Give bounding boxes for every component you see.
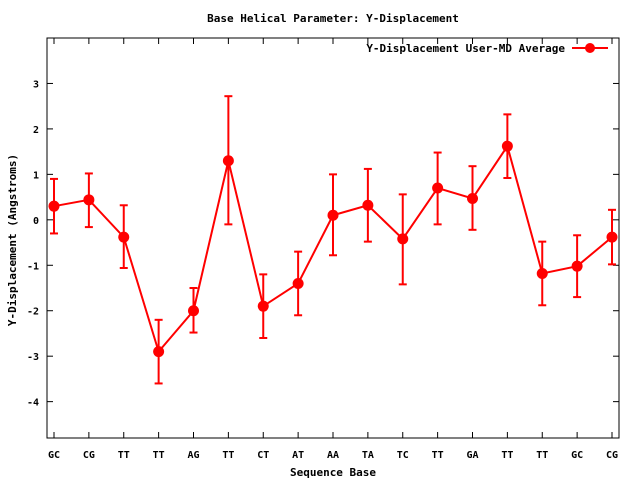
x-tick-label: TT	[153, 450, 165, 461]
data-point	[188, 305, 199, 317]
data-point	[571, 260, 583, 272]
legend: Y-Displacement User-MD Average	[366, 42, 608, 55]
x-tick-label: TT	[222, 450, 234, 461]
data-point	[118, 231, 130, 243]
data-point	[83, 194, 95, 206]
x-tick-label: TT	[536, 450, 548, 461]
chart-title: Base Helical Parameter: Y-Displacement	[207, 12, 459, 25]
x-tick-label: GC	[48, 450, 60, 461]
y-tick-label: 0	[33, 216, 39, 227]
data-point	[327, 209, 339, 221]
y-tick-label: -3	[27, 352, 39, 363]
data-point	[48, 200, 60, 212]
data-point	[222, 155, 234, 167]
data-point	[536, 267, 548, 279]
x-axis-label: Sequence Base	[290, 466, 376, 479]
x-axis: GC CG TT TT AG TT CT AT AA TA TC TT GA TT TT GC CG	[48, 38, 618, 461]
x-tick-label: TT	[501, 450, 513, 461]
y-tick-label: 2	[33, 125, 39, 136]
data-point	[467, 192, 478, 204]
data-point	[397, 233, 409, 245]
y-tick-label: -4	[27, 398, 39, 409]
y-axis-label: Y-Displacement (Angstroms)	[6, 154, 19, 326]
x-tick-label: CG	[606, 450, 618, 461]
x-tick-label: GA	[466, 450, 478, 461]
x-tick-label: TC	[397, 450, 409, 461]
legend-label: Y-Displacement User-MD Average	[366, 42, 565, 55]
data-point	[501, 140, 513, 152]
data-point	[292, 277, 304, 289]
x-tick-label: AG	[187, 450, 199, 461]
x-tick-label: TT	[118, 450, 130, 461]
x-tick-label: TT	[432, 450, 444, 461]
data-point	[257, 300, 269, 312]
series-layer	[48, 95, 618, 385]
x-tick-label: CT	[257, 450, 269, 461]
x-tick-label: AA	[327, 450, 339, 461]
data-point	[362, 199, 374, 211]
data-point	[606, 231, 618, 243]
data-point	[432, 182, 444, 194]
y-tick-label: -1	[27, 261, 39, 272]
x-tick-label: AT	[292, 450, 304, 461]
x-tick-label: CG	[83, 450, 95, 461]
y-tick-label: 3	[33, 79, 39, 90]
data-point	[153, 346, 165, 358]
x-tick-label: GC	[571, 450, 583, 461]
y-tick-label: -2	[27, 307, 39, 318]
y-axis: -4 -3 -2 -1 0 1 2 3	[27, 79, 619, 409]
legend-marker	[585, 43, 595, 53]
x-tick-label: TA	[362, 450, 374, 461]
y-tick-label: 1	[33, 170, 39, 181]
